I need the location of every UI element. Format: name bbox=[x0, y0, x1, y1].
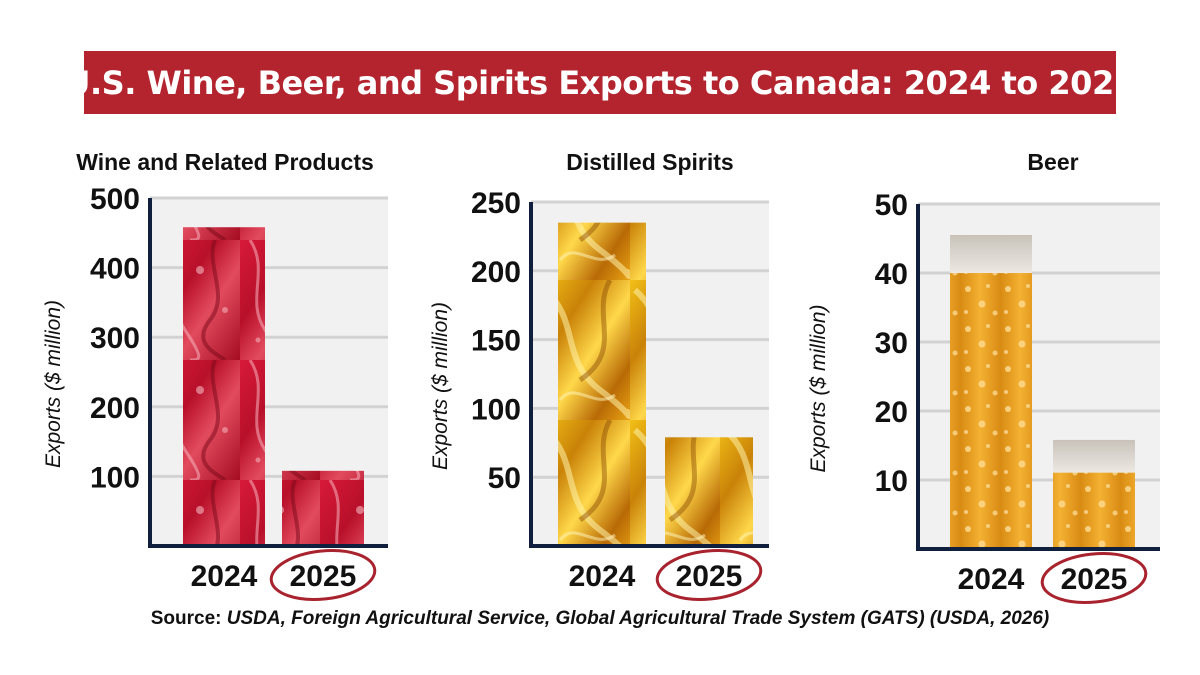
y-axis-label: Exports ($ million) bbox=[42, 300, 65, 468]
y-tick-label: 10 bbox=[875, 465, 908, 498]
source-label: Source: bbox=[150, 608, 222, 629]
y-axis-label: Exports ($ million) bbox=[429, 302, 452, 470]
source-note: Source: USDA, Foreign Agricultural Servi… bbox=[0, 608, 1200, 630]
y-tick-label: 50 bbox=[488, 462, 521, 495]
bar-foam-2025 bbox=[1053, 439, 1135, 473]
y-tick-label: 400 bbox=[90, 253, 140, 286]
x-tick-label: 2025 bbox=[1061, 563, 1128, 596]
y-tick-label: 200 bbox=[471, 256, 521, 289]
y-tick-label: 250 bbox=[471, 187, 521, 220]
chart-panel-1: Wine and Related Products Exports ($ mill… bbox=[42, 149, 388, 601]
chart-panel-2: Distilled Spirits Exports ($ million) 50 10… bbox=[429, 149, 769, 601]
highlight-circle bbox=[1040, 552, 1148, 604]
bar-foam-2024 bbox=[950, 235, 1032, 274]
y-axis-label: Exports ($ million) bbox=[807, 304, 830, 472]
y-tick-label: 100 bbox=[90, 461, 140, 494]
x-tick-label: 2025 bbox=[290, 560, 357, 593]
highlight-circle bbox=[655, 549, 763, 601]
y-tick-label: 100 bbox=[471, 393, 521, 426]
chart-title: U.S. Wine, Beer, and Spirits Exports to … bbox=[64, 63, 1136, 102]
x-tick-label: 2024 bbox=[569, 560, 636, 593]
bar-2025 bbox=[665, 437, 753, 546]
highlight-circle bbox=[269, 549, 377, 601]
y-tick-label: 20 bbox=[875, 396, 908, 429]
bar-2024 bbox=[950, 235, 1032, 550]
x-tick-label: 2024 bbox=[958, 563, 1025, 596]
title-banner: U.S. Wine, Beer, and Spirits Exports to … bbox=[65, 51, 1136, 114]
x-tick-label: 2025 bbox=[676, 560, 743, 593]
y-tick-label: 40 bbox=[875, 258, 908, 291]
bar-2024 bbox=[183, 227, 265, 546]
y-tick-label: 300 bbox=[90, 322, 140, 355]
y-tick-label: 50 bbox=[875, 189, 908, 222]
chart-panel-3: Beer Exports ($ million) 10 20 30 40 50 2024 202… bbox=[807, 149, 1160, 604]
y-tick-label: 150 bbox=[471, 325, 521, 358]
y-tick-label: 500 bbox=[90, 183, 140, 216]
source-text: USDA, Foreign Agricultural Service, Glob… bbox=[226, 608, 1050, 629]
y-tick-label: 200 bbox=[90, 392, 140, 425]
y-tick-label: 30 bbox=[875, 327, 908, 360]
subplot-title: Beer bbox=[1027, 149, 1078, 175]
x-tick-label: 2024 bbox=[191, 560, 258, 593]
bar-2025 bbox=[282, 470, 364, 546]
subplot-title: Wine and Related Products bbox=[76, 149, 374, 175]
subplot-title: Distilled Spirits bbox=[566, 149, 733, 175]
bar-2024 bbox=[558, 222, 646, 546]
